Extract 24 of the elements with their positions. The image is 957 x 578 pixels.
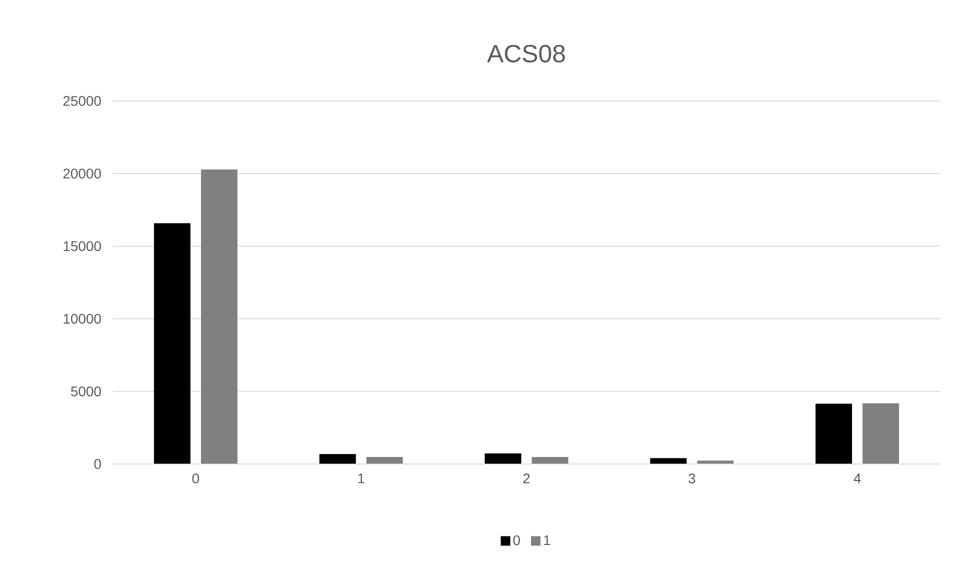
bar <box>696 460 734 464</box>
x-tick-label: 0 <box>192 474 200 484</box>
x-tick-label: 1 <box>358 474 364 484</box>
bar <box>484 452 522 464</box>
bar <box>366 456 404 464</box>
bar <box>200 168 238 464</box>
bar <box>318 454 356 464</box>
x-tick-label: 2 <box>523 474 530 484</box>
legend-label: 0 <box>513 535 520 546</box>
bar <box>862 402 900 464</box>
y-tick-label: 0 <box>94 459 101 469</box>
x-tick-label: 4 <box>854 474 861 484</box>
bar <box>153 222 191 464</box>
y-tick-label: 25000 <box>63 96 101 106</box>
x-tick-label: 3 <box>688 474 696 484</box>
bar <box>531 456 569 464</box>
bar <box>815 403 853 464</box>
legend-label: 1 <box>544 535 550 546</box>
y-tick-label: 5000 <box>71 386 101 396</box>
y-tick-label: 10000 <box>64 314 101 324</box>
bar <box>650 458 688 464</box>
y-tick-label: 15000 <box>64 241 101 252</box>
chart-title: ACS08 <box>487 44 565 62</box>
y-tick-label: 20000 <box>63 168 101 179</box>
